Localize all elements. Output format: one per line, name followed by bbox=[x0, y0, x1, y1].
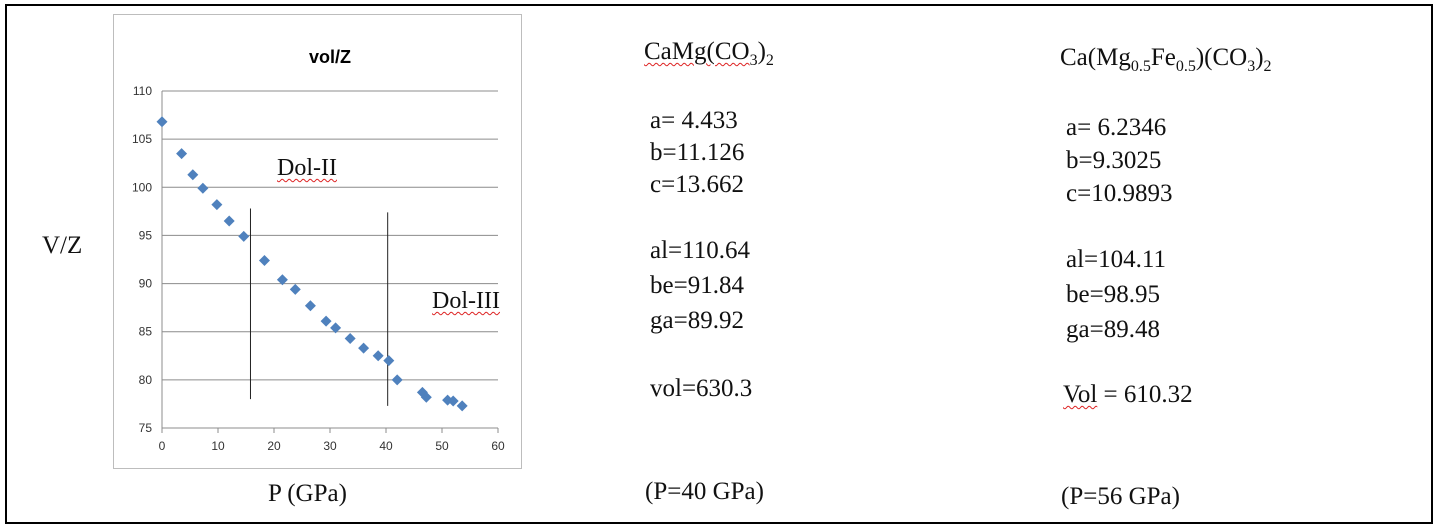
y-tick-label: 110 bbox=[133, 84, 152, 98]
data-point bbox=[447, 395, 459, 407]
col1-ga: ga=89.92 bbox=[650, 307, 744, 334]
y-tick-label: 75 bbox=[139, 421, 153, 435]
x-tick-label: 10 bbox=[211, 439, 225, 453]
x-tick-label: 20 bbox=[267, 439, 281, 453]
formula-part: ) bbox=[757, 38, 766, 65]
data-point bbox=[258, 254, 270, 266]
col2-vol-value: = 610.32 bbox=[1097, 381, 1193, 408]
formula-dolomite: CaMg(CO3)2 bbox=[644, 38, 774, 70]
x-tick-label: 0 bbox=[159, 439, 166, 453]
formula-sub: 0.5 bbox=[1130, 58, 1151, 75]
data-point bbox=[344, 332, 356, 344]
data-point bbox=[304, 300, 316, 312]
col1-al: al=110.64 bbox=[650, 237, 750, 264]
outer-x-label: P (GPa) bbox=[268, 480, 347, 507]
col2-vol: Vol = 610.32 bbox=[1063, 380, 1193, 410]
col1-pressure: (P=40 GPa) bbox=[645, 478, 764, 505]
x-tick-label: 40 bbox=[379, 439, 393, 453]
formula-part: )(CO bbox=[1195, 44, 1248, 71]
col2-b: b=9.3025 bbox=[1066, 147, 1162, 174]
formula-part: Fe bbox=[1150, 44, 1176, 71]
col2-c: c=10.9893 bbox=[1066, 180, 1173, 207]
data-point bbox=[289, 283, 301, 295]
chart-title: vol/Z bbox=[309, 47, 351, 67]
y-tick-label: 90 bbox=[139, 277, 153, 291]
formula-sub: 3 bbox=[1247, 58, 1256, 75]
x-tick-label: 60 bbox=[491, 439, 505, 453]
outer-y-label: V/Z bbox=[42, 232, 83, 259]
y-tick-label: 105 bbox=[132, 132, 152, 146]
col2-ga: ga=89.48 bbox=[1066, 316, 1160, 343]
data-point bbox=[330, 322, 342, 334]
data-point bbox=[197, 182, 209, 194]
data-point bbox=[187, 169, 199, 181]
data-point bbox=[372, 350, 384, 362]
x-tick-label: 50 bbox=[435, 439, 449, 453]
data-point bbox=[358, 342, 370, 354]
col1-vol: vol=630.3 bbox=[650, 375, 753, 402]
formula-sub: 0.5 bbox=[1175, 58, 1196, 75]
data-point bbox=[156, 116, 168, 128]
formula-part: ) bbox=[1255, 44, 1264, 71]
data-point bbox=[320, 315, 332, 327]
data-point bbox=[276, 274, 288, 286]
col1-b: b=11.126 bbox=[650, 139, 745, 166]
formula-part: Ca(Mg bbox=[1060, 44, 1131, 71]
data-point bbox=[223, 215, 235, 227]
chart-area: vol/Z 75 80 85 90 95 100 105 110 0 10 20 30 40 50 60 bbox=[113, 14, 522, 469]
col1-a: a= 4.433 bbox=[650, 107, 738, 134]
formula-fe-dolomite: Ca(Mg0.5Fe0.5)(CO3)2 bbox=[1060, 44, 1272, 76]
y-tick-label: 95 bbox=[139, 228, 153, 242]
data-point bbox=[391, 374, 403, 386]
formula-sub: 2 bbox=[765, 52, 774, 69]
data-point bbox=[420, 391, 432, 403]
col2-vol-word: Vol bbox=[1063, 381, 1098, 408]
col2-a: a= 6.2346 bbox=[1066, 114, 1167, 141]
col1-c: c=13.662 bbox=[650, 171, 744, 198]
col2-al: al=104.11 bbox=[1066, 246, 1166, 273]
formula-sub: 3 bbox=[749, 52, 758, 69]
scatter-chart: vol/Z 75 80 85 90 95 100 105 110 0 10 20 30 40 50 60 bbox=[132, 47, 505, 453]
x-tick-label: 30 bbox=[323, 439, 337, 453]
data-point bbox=[176, 148, 188, 160]
col2-be: be=98.95 bbox=[1066, 281, 1160, 308]
data-point bbox=[238, 230, 250, 242]
formula-sub: 2 bbox=[1263, 58, 1272, 75]
y-tick-label: 85 bbox=[139, 325, 153, 339]
annotation-dol-iii: Dol-III bbox=[432, 288, 500, 314]
data-point bbox=[383, 355, 395, 367]
formula-part: CaMg(CO bbox=[644, 38, 750, 65]
annotation-dol-ii: Dol-II bbox=[277, 155, 337, 181]
col1-be: be=91.84 bbox=[650, 272, 744, 299]
y-tick-label: 100 bbox=[132, 180, 152, 194]
data-point bbox=[211, 199, 223, 211]
col2-pressure: (P=56 GPa) bbox=[1061, 483, 1180, 510]
data-point bbox=[456, 400, 468, 412]
y-tick-label: 80 bbox=[139, 373, 153, 387]
